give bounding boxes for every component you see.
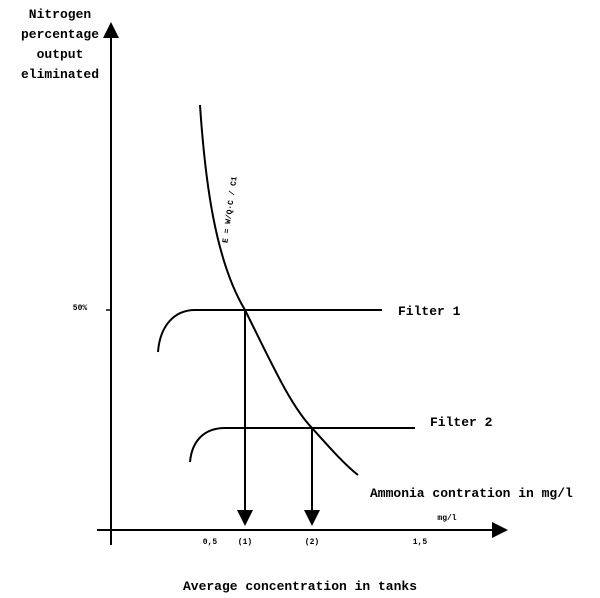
x-tick-label: 0,5 [203,538,218,547]
axes [97,22,508,545]
filter-2-line [189,427,415,463]
x-tick-label: (2) [305,538,319,547]
x-unit: mg/l [437,514,456,523]
filter-1-line [157,309,382,353]
filter-label: Filter 1 [398,304,461,319]
x-title: Average concentration in tanks [183,579,417,594]
y-label-line: output [37,47,84,62]
curve-label: E = W/Q·C / C1 [221,176,239,244]
y-label-line: Nitrogen [29,7,92,22]
y-tick-label: 50% [73,304,88,313]
y-label-line: eliminated [21,67,99,82]
x-tick-label: 1,5 [413,538,428,547]
y-label-line: percentage [21,27,99,42]
x-tick-label: (1) [238,538,252,547]
y-label: Nitrogen percentage output eliminated [21,7,99,82]
curve-note: Ammonia contration in mg/l [370,486,573,501]
filter-label: Filter 2 [430,415,493,430]
efficiency-curve [199,104,359,476]
